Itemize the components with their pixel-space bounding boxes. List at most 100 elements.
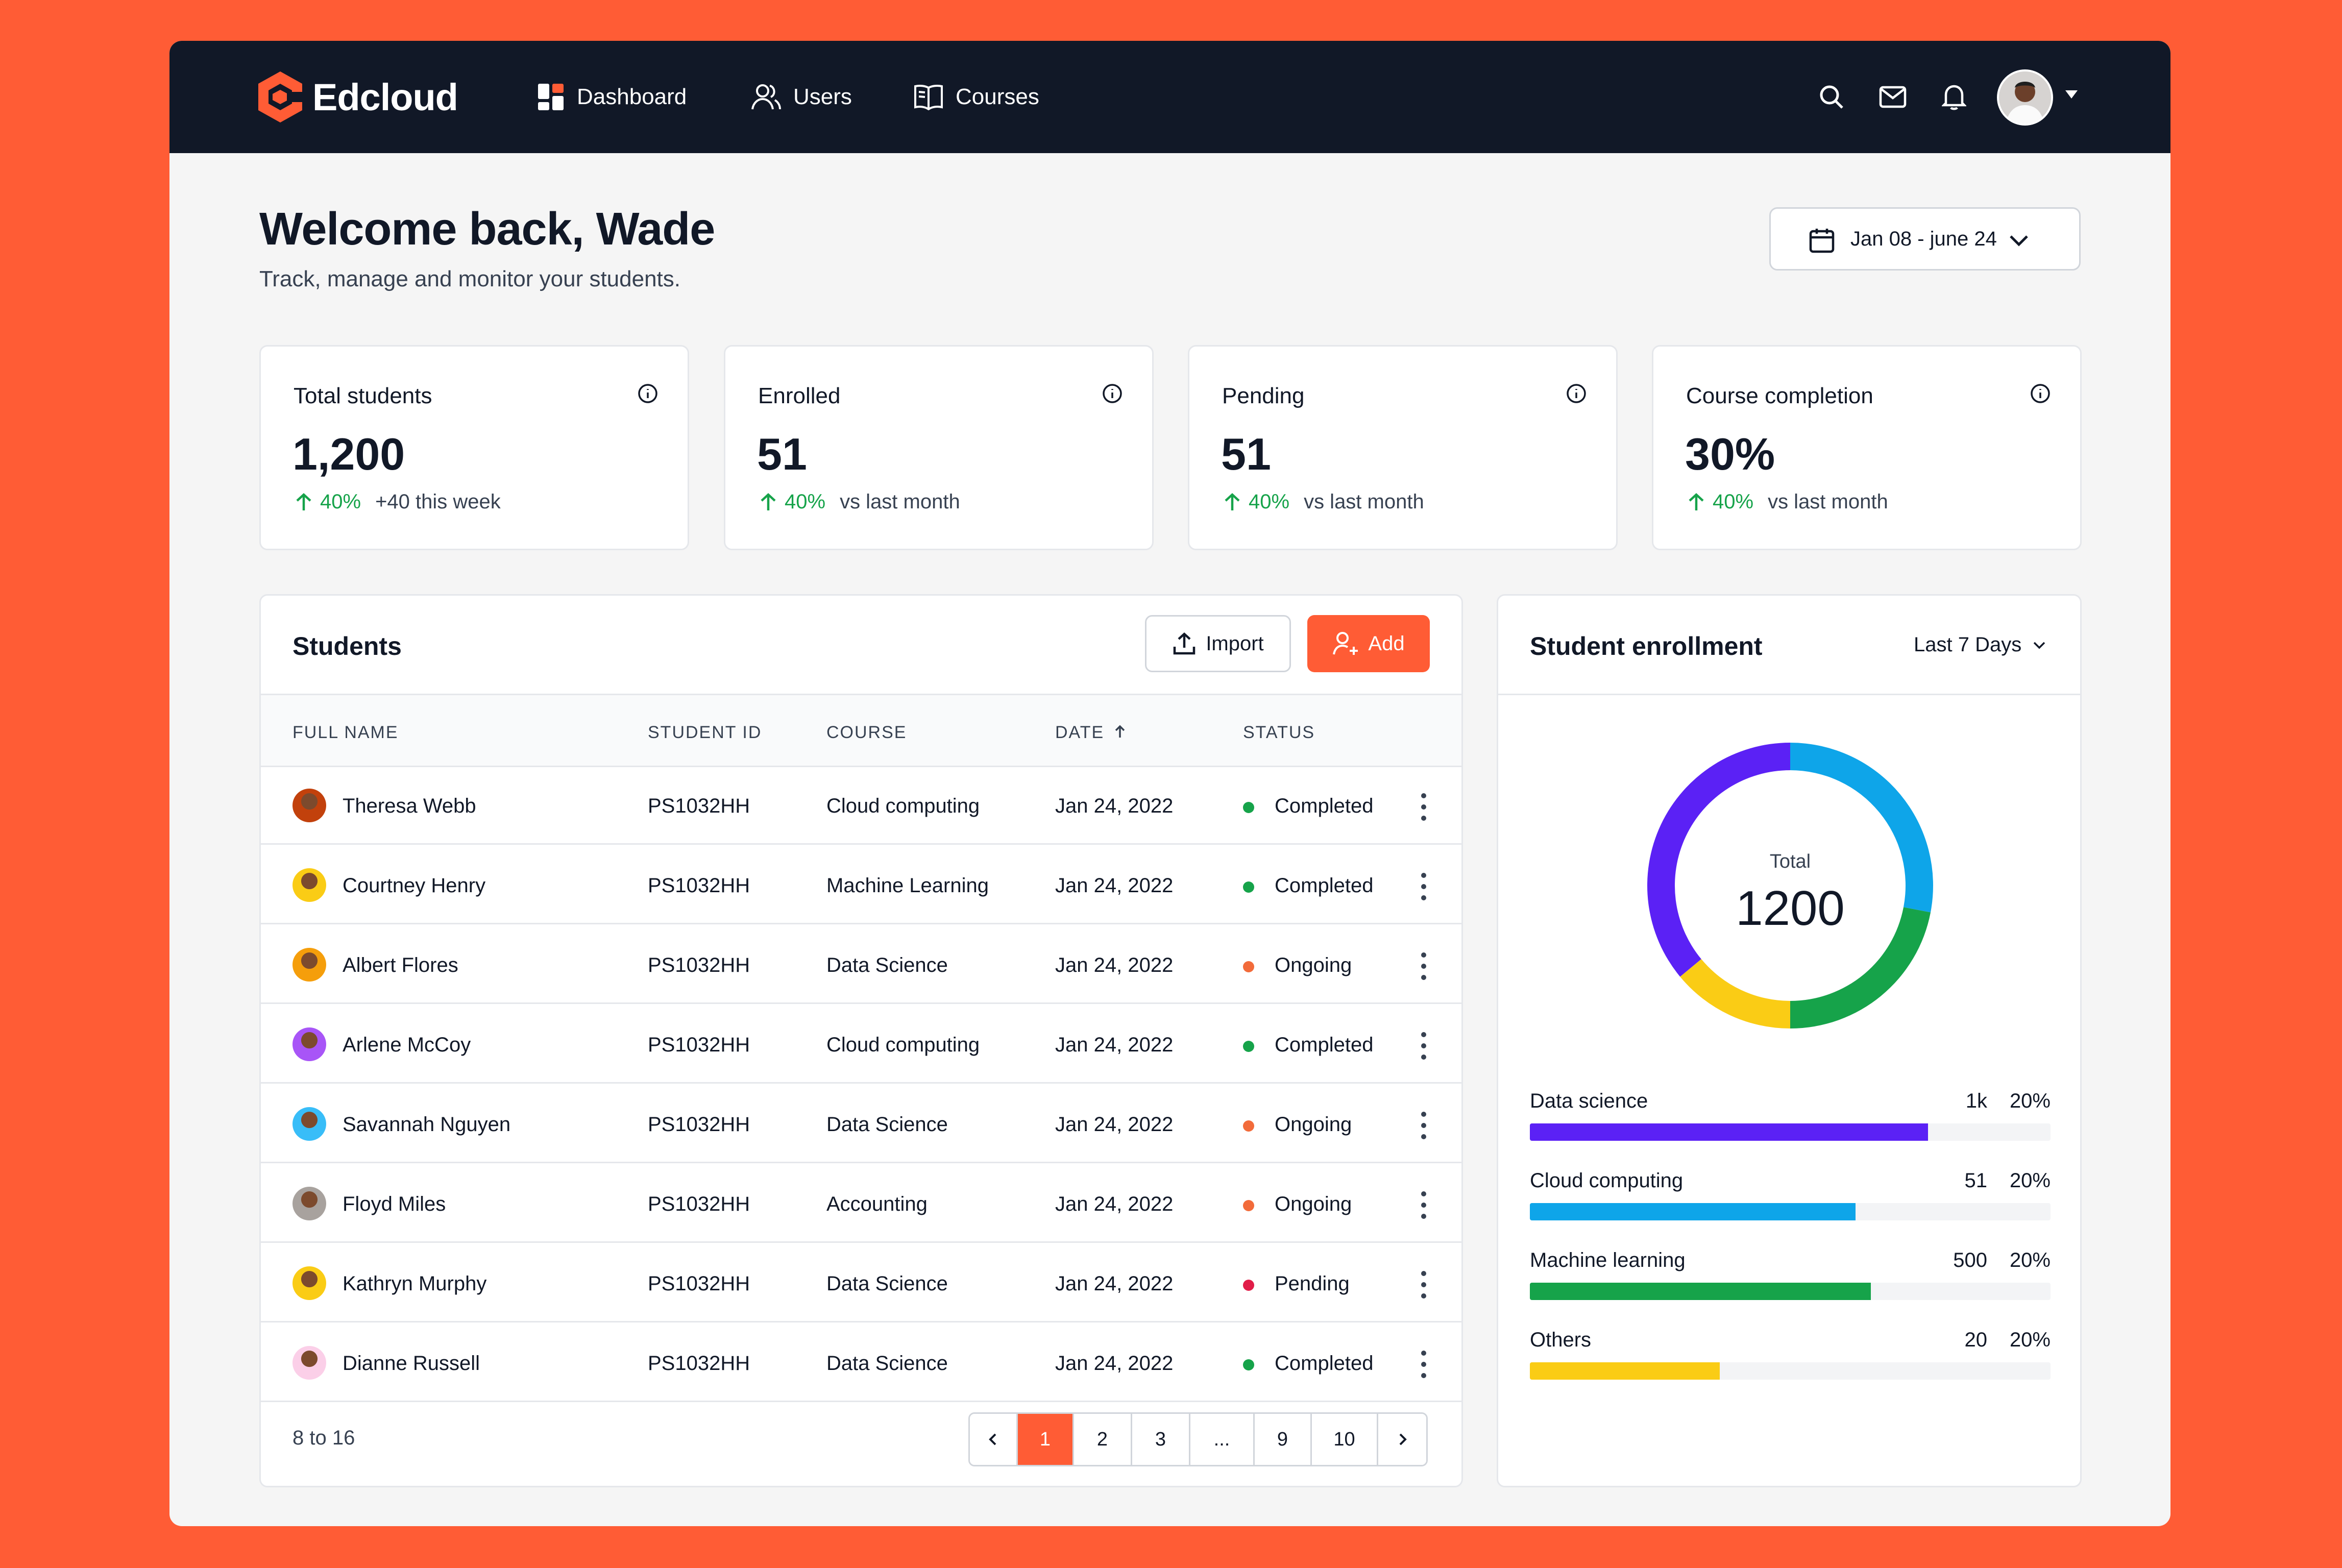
column-full-name[interactable]: FULL NAME — [292, 723, 399, 742]
stat-value: 1,200 — [292, 429, 405, 479]
pagination-prev-button[interactable] — [970, 1414, 1018, 1465]
table-row[interactable]: Arlene McCoy PS1032HH Cloud computing Jan 2… — [261, 1006, 1461, 1084]
student-avatar — [292, 868, 326, 902]
pagination-next-button[interactable] — [1378, 1414, 1426, 1465]
date-range-picker[interactable]: Jan 08 - june 24 — [1769, 207, 2081, 271]
student-course: Data Science — [826, 1272, 948, 1295]
student-status: Completed — [1275, 874, 1374, 897]
table-row[interactable]: Dianne Russell PS1032HH Data Science Jan 24… — [261, 1325, 1461, 1402]
student-avatar — [292, 1107, 326, 1141]
nav-users[interactable]: Users — [751, 77, 852, 117]
panel-divider — [1498, 694, 2080, 695]
stat-label: Enrolled — [758, 383, 841, 408]
more-options-icon[interactable] — [1418, 1190, 1430, 1220]
logo[interactable]: Edcloud — [256, 69, 458, 125]
user-avatar[interactable] — [1997, 69, 2053, 126]
column-student-id[interactable]: STUDENT ID — [648, 723, 762, 742]
add-student-button[interactable]: Add — [1307, 615, 1430, 672]
stat-delta-percent: 40% — [1713, 491, 1754, 513]
table-row[interactable]: Kathryn Murphy PS1032HH Data Science Jan 24… — [261, 1245, 1461, 1322]
mail-button[interactable] — [1872, 77, 1913, 117]
student-name: Albert Flores — [343, 954, 458, 976]
more-options-icon[interactable] — [1418, 1110, 1430, 1141]
search-icon — [1820, 85, 1843, 109]
legend-item: Others 20 20% — [1530, 1329, 2051, 1400]
table-row[interactable]: Savannah Nguyen PS1032HH Data Science Jan 2… — [261, 1086, 1461, 1163]
student-name: Savannah Nguyen — [343, 1113, 511, 1136]
table-row[interactable]: Albert Flores PS1032HH Data Science Jan 24,… — [261, 926, 1461, 1004]
student-name: Arlene McCoy — [343, 1034, 471, 1056]
student-id: PS1032HH — [648, 1034, 750, 1056]
page-subtitle: Track, manage and monitor your students. — [259, 266, 680, 291]
pagination-page-button[interactable]: 9 — [1255, 1414, 1312, 1465]
stat-card-total-students: Total students 1,200 40% +40 this week — [259, 345, 689, 550]
student-id: PS1032HH — [648, 954, 750, 976]
donut-slice-cloud-computing — [1790, 743, 1933, 913]
student-date: Jan 24, 2022 — [1055, 874, 1174, 897]
date-range-label: Jan 08 - june 24 — [1850, 227, 1997, 250]
student-status: Completed — [1275, 1352, 1374, 1375]
page-title: Welcome back, Wade — [259, 204, 715, 255]
stat-delta-percent: 40% — [320, 491, 361, 513]
import-button[interactable]: Import — [1145, 615, 1291, 672]
student-status: Pending — [1275, 1272, 1350, 1295]
student-name: Floyd Miles — [343, 1193, 446, 1215]
more-options-icon[interactable] — [1418, 951, 1430, 982]
more-options-icon[interactable] — [1418, 1031, 1430, 1061]
chevron-down-icon — [2033, 642, 2045, 649]
pagination-page-button[interactable]: 10 — [1312, 1414, 1378, 1465]
stat-value: 51 — [1221, 429, 1271, 479]
app-window: Edcloud Dashboard Users — [169, 41, 2170, 1526]
legend-name: Others — [1530, 1329, 1592, 1351]
more-options-icon[interactable] — [1418, 1349, 1430, 1380]
range-dropdown[interactable]: Last 7 Days — [1914, 633, 2047, 656]
info-icon[interactable] — [2030, 383, 2051, 404]
student-name: Courtney Henry — [343, 874, 486, 897]
pagination: 1 2 3... 9 10 — [968, 1412, 1428, 1466]
student-status: Completed — [1275, 1034, 1374, 1056]
stat-delta-percent: 40% — [785, 491, 826, 513]
legend-name: Machine learning — [1530, 1249, 1686, 1271]
stat-delta: 40% vs last month — [1686, 491, 1888, 513]
pagination-page-button[interactable]: 2 — [1074, 1414, 1132, 1465]
info-icon[interactable] — [1102, 383, 1123, 404]
upload-icon — [1174, 632, 1196, 655]
student-date: Jan 24, 2022 — [1055, 954, 1174, 976]
legend-bar-fill — [1530, 1123, 1929, 1141]
student-id: PS1032HH — [648, 1352, 750, 1375]
student-name: Kathryn Murphy — [343, 1272, 487, 1295]
legend-value: 20 — [1964, 1329, 1988, 1351]
nav-courses[interactable]: Courses — [914, 77, 1039, 117]
column-date[interactable]: DATE — [1055, 723, 1127, 743]
chevron-down-icon — [2010, 235, 2028, 247]
info-icon[interactable] — [1566, 383, 1587, 404]
stat-delta-percent: 40% — [1249, 491, 1290, 513]
more-options-icon[interactable] — [1418, 1269, 1430, 1300]
column-course[interactable]: COURSE — [826, 723, 907, 742]
caret-down-icon[interactable] — [2064, 89, 2079, 100]
stat-delta-note: vs last month — [1768, 491, 1888, 513]
sort-arrow-up-icon — [1115, 725, 1125, 738]
pagination-page-button[interactable]: 1 — [1018, 1414, 1074, 1465]
notifications-button[interactable] — [1934, 77, 1974, 117]
pagination-page-button[interactable]: 3 — [1132, 1414, 1190, 1465]
status-dot — [1243, 1120, 1254, 1132]
student-course: Data Science — [826, 1113, 948, 1136]
add-user-icon — [1333, 632, 1358, 655]
pagination-page-button[interactable]: ... — [1190, 1414, 1255, 1465]
more-options-icon[interactable] — [1418, 792, 1430, 822]
nav-dashboard[interactable]: Dashboard — [538, 77, 687, 117]
more-options-icon[interactable] — [1418, 871, 1430, 902]
student-date: Jan 24, 2022 — [1055, 1113, 1174, 1136]
mail-icon — [1879, 86, 1907, 108]
table-row[interactable]: Courtney Henry PS1032HH Machine Learning Ja… — [261, 847, 1461, 924]
column-status[interactable]: STATUS — [1243, 723, 1315, 742]
student-date: Jan 24, 2022 — [1055, 1034, 1174, 1056]
table-row[interactable]: Theresa Webb PS1032HH Cloud computing Jan 2… — [261, 767, 1461, 845]
top-navbar: Edcloud Dashboard Users — [169, 41, 2170, 153]
search-button[interactable] — [1811, 77, 1852, 117]
info-icon[interactable] — [638, 383, 658, 404]
table-row[interactable]: Floyd Miles PS1032HH Accounting Jan 24, 202… — [261, 1165, 1461, 1243]
status-dot — [1243, 881, 1254, 893]
enrollment-donut-chart — [1647, 743, 1933, 1028]
